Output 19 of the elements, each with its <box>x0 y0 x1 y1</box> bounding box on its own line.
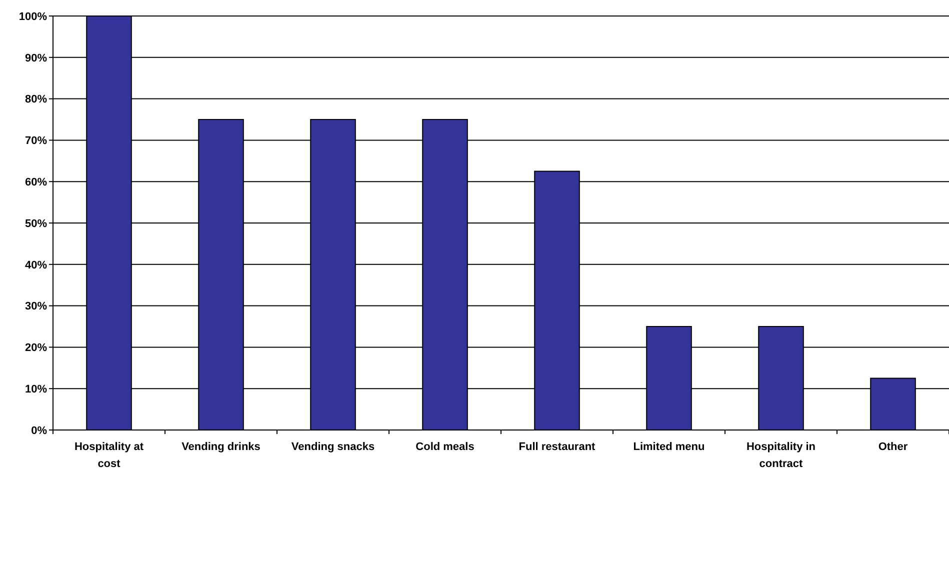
y-tick-label: 60% <box>24 176 48 188</box>
y-tick-label: 50% <box>24 218 48 230</box>
y-tick-label: 10% <box>24 383 48 396</box>
x-tick-label: Hospitality at cost <box>74 441 144 470</box>
y-tick-label: 40% <box>24 259 48 272</box>
y-tick-label: 90% <box>24 52 48 64</box>
x-tick-label: Limited menu <box>633 441 705 453</box>
y-tick-label: 20% <box>24 342 48 354</box>
y-tick-label: 30% <box>24 300 48 313</box>
y-tick-label: 0% <box>31 424 48 437</box>
y-tick-label: 100% <box>18 10 48 23</box>
x-tick-label: Cold meals <box>416 441 474 453</box>
x-tick-label: Vending snacks <box>291 441 375 453</box>
y-tick-label: 80% <box>24 94 48 106</box>
x-tick-label: Full restaurant <box>518 441 596 453</box>
y-tick-label: 70% <box>24 135 48 148</box>
x-tick-label: Other <box>878 441 908 453</box>
x-tick-label: Hospitality in contract <box>746 441 816 470</box>
x-tick-label: Vending drinks <box>182 441 260 453</box>
